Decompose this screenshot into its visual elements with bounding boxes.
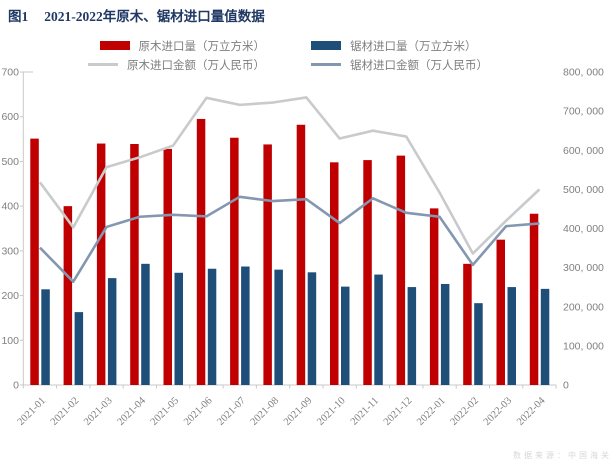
chart-legend: 原木进口量（万立方米） 锯材进口量（万立方米） 原木进口金额（万人民币） 锯材进口金… — [0, 36, 576, 74]
log-volume-bar — [30, 138, 39, 385]
legend-item-sawn-volume: 锯材进口量（万立方米） — [311, 38, 477, 54]
right-axis-tick-label: 600, 000 — [563, 145, 604, 157]
log-volume-bar — [330, 162, 339, 385]
x-axis-label: 2021-07 — [215, 395, 248, 428]
left-axis-tick-label: 0 — [13, 380, 19, 392]
left-axis-tick-label: 700 — [1, 67, 19, 79]
x-axis-label: 2021-04 — [115, 395, 148, 428]
sawn-volume-bar — [274, 269, 283, 385]
sawn-volume-bar — [540, 288, 550, 385]
legend-row-values: 原木进口金额（万人民币） 锯材进口金额（万人民币） — [0, 55, 576, 74]
chart-title: 2021-2022年原木、锯材进口量值数据 — [44, 9, 265, 24]
x-axis-label: 2021-01 — [16, 395, 49, 428]
right-axis-tick-label: 400, 000 — [563, 223, 604, 235]
sawn-volume-legend-swatch — [311, 41, 341, 50]
sawn-value-legend-swatch — [311, 63, 341, 66]
log-volume-bar — [63, 206, 73, 385]
right-axis-tick-label: 500, 000 — [563, 184, 604, 196]
x-axis-label: 2022-02 — [448, 395, 481, 428]
sawn-volume-bar — [41, 289, 50, 385]
sawn-volume-bar — [440, 283, 450, 385]
x-axis-label: 2021-09 — [282, 395, 315, 428]
log-volume-bar — [363, 160, 372, 385]
log-volume-bar — [496, 239, 505, 385]
left-axis-tick-label: 600 — [1, 111, 19, 123]
log-volume-bar — [463, 263, 472, 385]
sawn-volume-bar — [507, 287, 516, 385]
legend-label: 原木进口量（万立方米） — [138, 40, 266, 53]
log-volume-bar — [163, 148, 172, 385]
sawn-volume-bar — [141, 263, 150, 385]
sawn-volume-bar — [241, 266, 250, 385]
legend-item-sawn-value: 锯材进口金额（万人民币） — [311, 57, 488, 73]
x-axis-label: 2022-04 — [515, 395, 548, 428]
right-axis-tick-label: 800, 000 — [563, 67, 604, 79]
left-axis-tick-label: 300 — [1, 245, 19, 257]
sawn-volume-bar — [341, 286, 350, 385]
left-axis-tick-label: 100 — [1, 335, 19, 347]
log-volume-bar — [196, 118, 206, 385]
x-axis-label: 2021-11 — [349, 395, 381, 427]
x-axis-label: 2022-01 — [415, 395, 448, 428]
log-volume-legend-swatch — [99, 41, 130, 50]
log-volume-bar — [529, 213, 539, 385]
sawn-volume-bar — [374, 274, 383, 385]
footer-watermark: 数据来源：中国海关 — [513, 451, 612, 460]
x-axis-label: 2022-03 — [482, 395, 515, 428]
log-volume-bar — [429, 208, 439, 385]
log-volume-bar — [296, 124, 306, 385]
log-volume-bar — [396, 155, 406, 385]
sawn-value-line — [39, 195, 540, 284]
right-axis-tick-label: 0 — [563, 380, 569, 392]
right-axis-tick-label: 700, 000 — [563, 106, 604, 118]
sawn-volume-bar — [174, 272, 183, 385]
sawn-volume-bar — [207, 268, 217, 385]
right-axis-tick-label: 200, 000 — [563, 301, 604, 313]
sawn-volume-bar — [307, 272, 317, 385]
left-axis-tick-label: 500 — [1, 156, 19, 168]
right-axis-tick-label: 300, 000 — [563, 262, 604, 274]
sawn-volume-bar — [407, 287, 417, 385]
log-volume-bar — [130, 143, 139, 385]
log-value-legend-swatch — [88, 63, 118, 66]
x-axis-label: 2021-05 — [149, 395, 182, 428]
figure-number: 图1 — [8, 9, 29, 24]
left-axis-tick-label: 400 — [1, 201, 19, 213]
legend-label: 锯材进口金额（万人民币） — [350, 59, 488, 72]
x-axis-label: 2021-06 — [182, 395, 215, 428]
legend-item-log-value: 原木进口金额（万人民币） — [88, 57, 265, 73]
log-volume-bar — [230, 137, 239, 385]
legend-row-volumes: 原木进口量（万立方米） 锯材进口量（万立方米） — [0, 36, 576, 55]
log-volume-bar — [263, 144, 272, 385]
x-axis-label: 2021-02 — [49, 395, 82, 428]
sawn-volume-bar — [474, 303, 483, 385]
sawn-volume-bar — [74, 312, 84, 385]
x-axis-label: 2021-10 — [315, 395, 348, 428]
page-title: 图1 2021-2022年原木、锯材进口量值数据 — [8, 5, 265, 25]
legend-label: 锯材进口量（万立方米） — [350, 40, 477, 53]
left-axis-tick-label: 200 — [1, 290, 19, 302]
x-axis-label: 2021-08 — [249, 395, 282, 428]
log-volume-bar — [96, 143, 106, 385]
legend-label: 原木进口金额（万人民币） — [127, 59, 265, 72]
log-value-line — [38, 96, 541, 255]
x-axis-label: 2021-03 — [82, 395, 115, 428]
x-axis-label: 2021-12 — [382, 395, 415, 428]
legend-item-log-volume: 原木进口量（万立方米） — [99, 38, 266, 54]
right-axis-tick-label: 100, 000 — [563, 340, 604, 352]
sawn-volume-bar — [107, 278, 117, 385]
